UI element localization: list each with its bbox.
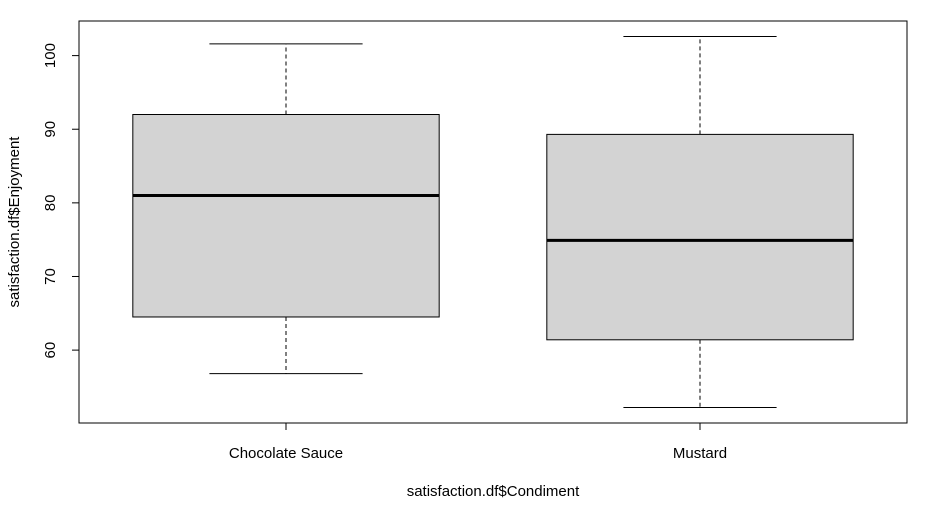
y-tick-label: 80: [42, 195, 59, 212]
y-axis-label: satisfaction.df$Enjoyment: [6, 136, 23, 308]
y-tick-label: 70: [42, 268, 59, 285]
x-tick-label: Chocolate Sauce: [229, 445, 343, 462]
y-tick-label: 90: [42, 121, 59, 138]
box-group-0: [132, 43, 440, 375]
x-axis-label: satisfaction.df$Condiment: [407, 483, 580, 500]
x-axis: Chocolate Sauce Mustard: [229, 422, 727, 462]
box-iqr: [546, 133, 854, 341]
boxes-layer: [132, 35, 854, 409]
y-tick-label: 60: [42, 342, 59, 359]
x-tick-label: Mustard: [673, 445, 727, 462]
y-tick-label: 100: [42, 43, 59, 68]
box-group-1: [546, 35, 854, 409]
box-iqr: [132, 114, 440, 318]
y-axis: 60 70 80 90 100: [42, 43, 80, 359]
